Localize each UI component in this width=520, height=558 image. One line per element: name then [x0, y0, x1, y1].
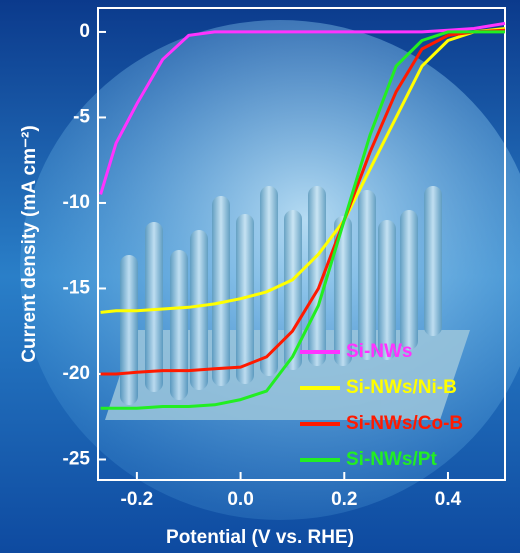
line-series — [100, 30, 505, 410]
legend-label: Si-NWs/Ni-B — [346, 377, 457, 398]
x-tick-label: 0.2 — [331, 489, 357, 510]
legend-label: Si-NWs/Co-B — [346, 413, 463, 434]
x-tick-label: -0.2 — [121, 489, 154, 510]
y-tick-label: -25 — [63, 448, 91, 469]
line-series — [99, 21, 506, 195]
line-series — [100, 27, 506, 314]
y-axis-label: Current density (mA cm⁻²) — [19, 125, 40, 362]
y-tick-label: -5 — [73, 106, 90, 127]
nanowire-illustration — [105, 186, 470, 420]
x-tick-label: 0.0 — [227, 489, 253, 510]
line-series — [100, 28, 506, 376]
x-tick-label: 0.4 — [435, 489, 462, 510]
y-tick-label: -20 — [63, 363, 90, 384]
y-tick-label: -10 — [63, 192, 90, 213]
legend-label: Si-NWs — [346, 341, 413, 362]
y-tick-label: 0 — [79, 21, 90, 42]
y-tick-label: -15 — [63, 277, 91, 298]
x-axis-label: Potential (V vs. RHE) — [166, 527, 354, 548]
legend-label: Si-NWs/Pt — [346, 449, 437, 470]
plot-frame — [97, 7, 506, 481]
